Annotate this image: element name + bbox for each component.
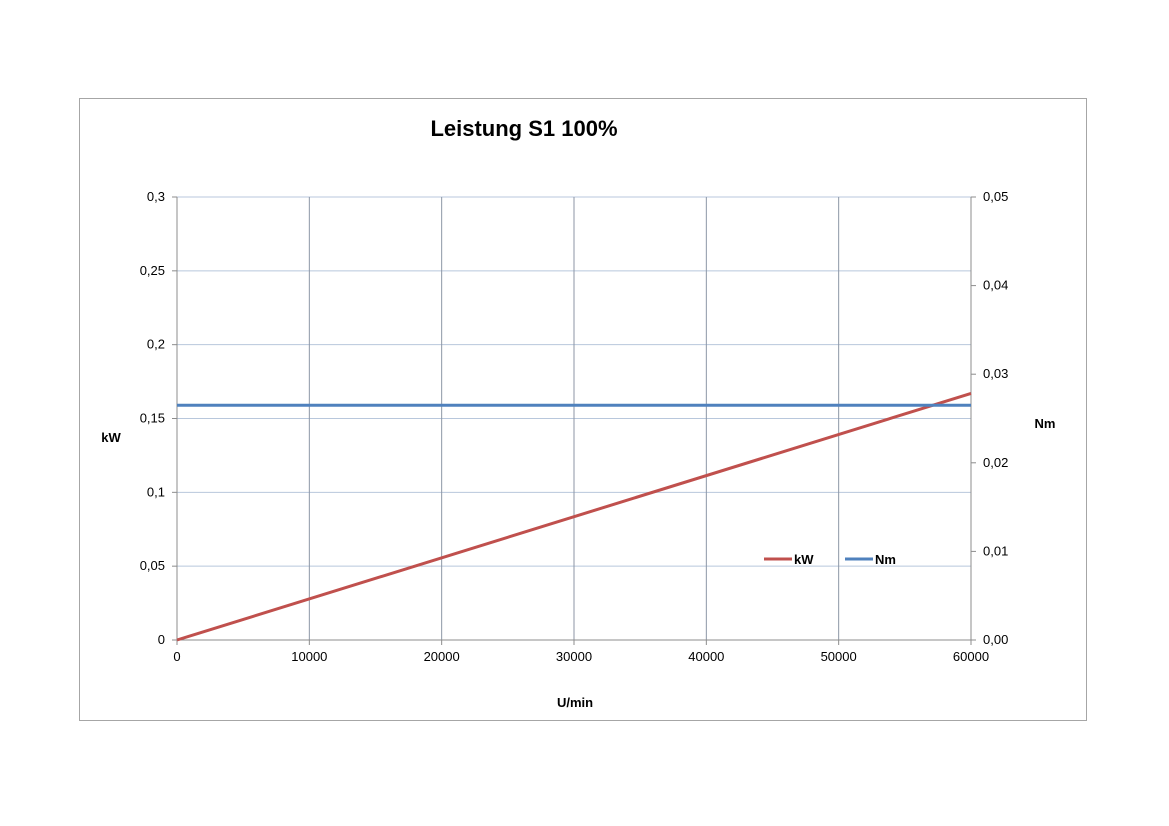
y-tick-label: 0,3 [147,189,165,204]
x-tick-label: 40000 [688,649,724,664]
y-tick-label: 0,2 [147,337,165,352]
chart-title: Leistung S1 100% [430,116,617,141]
x-tick-label: 60000 [953,649,989,664]
y-tick-label: 0,05 [140,558,165,573]
y2-tick-label: 0,04 [983,278,1008,293]
x-tick-label: 50000 [821,649,857,664]
y-tick-label: 0,15 [140,411,165,426]
x-tick-label: 30000 [556,649,592,664]
x-tick-label: 20000 [424,649,460,664]
y-tick-label: 0 [158,632,165,647]
grid [177,196,972,640]
legend: kW Nm [764,552,896,567]
y-axis-title: kW [101,430,121,445]
y2-tick-label: 0,05 [983,189,1008,204]
x-tick-label: 0 [173,649,180,664]
legend-label-kw: kW [794,552,814,567]
y-tick-label: 0,1 [147,484,165,499]
series-line-kw [176,391,972,642]
chart-svg: Leistung S1 100% 00,050,10,150,20,250,30… [101,116,1056,710]
y2-tick-label: 0,00 [983,632,1008,647]
legend-label-nm: Nm [875,552,896,567]
y2-tick-label: 0,02 [983,455,1008,470]
x-axis-title: U/min [557,695,593,710]
x-tick-label: 10000 [291,649,327,664]
chart-frame: Leistung S1 100% 0 0,05 0,1 0,15 0,2 0,25 0,3 0… [79,98,1087,721]
y2-axis-title: Nm [1035,416,1056,431]
y2-tick-label: 0,01 [983,543,1008,558]
y2-tick-label: 0,03 [983,366,1008,381]
tick-labels: 0 0,05 0,1 0,15 0,2 0,25 0,3 0,00 0,01 0,02 0,03 0,… [140,189,1009,664]
y-tick-label: 0,25 [140,263,165,278]
series [176,391,972,642]
axes [172,196,976,645]
